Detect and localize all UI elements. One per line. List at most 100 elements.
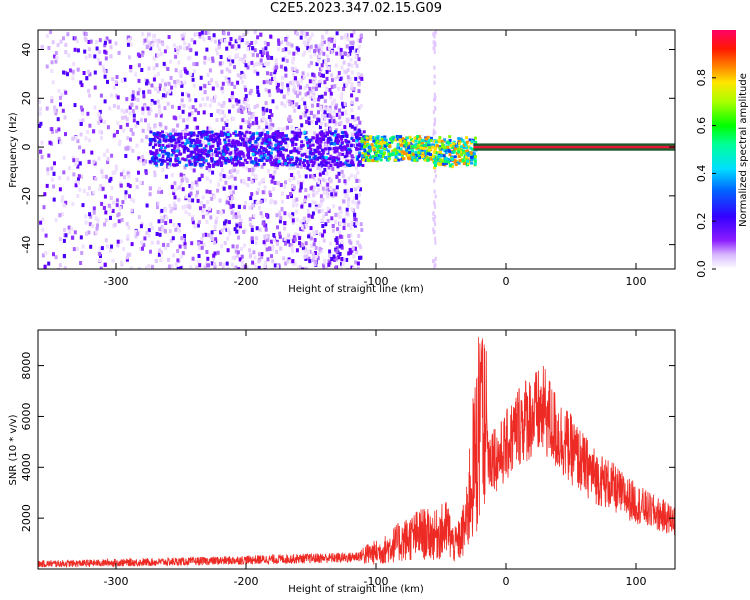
noise-cell (45, 34, 49, 38)
noise-cell (337, 236, 341, 241)
signal-cell (216, 151, 220, 155)
signal-cell (171, 163, 175, 167)
signal-cell (461, 158, 465, 162)
noise-cell (311, 174, 315, 179)
noise-cell (158, 110, 162, 115)
signal-cell (334, 149, 338, 153)
signal-cell (427, 141, 431, 145)
noise-cell (324, 62, 328, 66)
signal-cell (424, 139, 428, 143)
noise-cell (350, 207, 354, 212)
signal-cell (393, 151, 397, 155)
noise-cell (322, 214, 325, 219)
noise-cell (350, 124, 354, 129)
signal-cell (403, 139, 407, 143)
noise-cell (97, 112, 101, 117)
noise-cell (160, 95, 164, 100)
noise-cell (260, 164, 264, 169)
signal-cell (209, 145, 213, 149)
signal-cell (248, 141, 252, 145)
signal-cell (187, 154, 191, 158)
noise-cell (330, 84, 334, 89)
noise-cell (169, 219, 173, 224)
noise-cell (350, 108, 354, 113)
noise-cell (336, 212, 340, 217)
noise-cell (291, 57, 295, 62)
signal-cell (227, 160, 231, 164)
noise-cell (163, 87, 167, 92)
noise-cell (162, 61, 166, 66)
signal-cell (340, 141, 344, 145)
noise-cell (207, 57, 211, 61)
noise-cell (191, 217, 194, 222)
noise-cell (291, 212, 295, 217)
signal-cell (206, 137, 209, 141)
noise-cell (293, 85, 297, 90)
noise-cell (173, 83, 177, 88)
signal-cell (226, 158, 229, 162)
noise-cell (322, 73, 325, 78)
noise-cell (357, 72, 360, 77)
noise-cell (322, 112, 326, 117)
noise-cell (221, 110, 225, 115)
noise-cell (273, 76, 277, 81)
noise-cell (103, 74, 107, 79)
noise-cell (287, 233, 291, 238)
noise-cell (293, 76, 297, 81)
signal-cell (330, 141, 334, 145)
noise-cell (182, 175, 186, 180)
noise-cell (296, 164, 300, 169)
signal-cell (156, 131, 160, 135)
signal-cell (341, 152, 345, 156)
signal-cell (149, 130, 153, 134)
noise-cell (78, 161, 82, 166)
signal-cell (274, 139, 278, 143)
noise-cell (270, 113, 274, 118)
noise-cell (58, 237, 62, 242)
noise-cell (305, 223, 309, 228)
x-tick-label: -100 (364, 275, 389, 288)
signal-cell (197, 148, 200, 152)
noise-cell (286, 91, 290, 96)
signal-cell (387, 157, 391, 161)
signal-cell (196, 158, 200, 162)
noise-cell (328, 254, 332, 259)
signal-cell (453, 159, 457, 163)
signal-cell (203, 152, 207, 156)
noise-cell (264, 46, 268, 51)
noise-cell (307, 37, 311, 42)
noise-cell (128, 111, 132, 116)
noise-cell (88, 53, 92, 58)
noise-cell (98, 252, 102, 256)
noise-cell (283, 184, 287, 189)
noise-cell (62, 70, 66, 75)
noise-cell (54, 111, 58, 116)
noise-cell (328, 46, 332, 51)
signal-cell (383, 147, 387, 151)
noise-cell (276, 225, 279, 230)
noise-cell (322, 229, 326, 234)
noise-cell (179, 80, 183, 85)
noise-cell (51, 129, 54, 134)
signal-cell (421, 151, 425, 155)
noise-cell (71, 76, 75, 81)
noise-cell (147, 44, 151, 49)
noise-cell (296, 170, 300, 175)
noise-cell (308, 167, 312, 172)
signal-cell (229, 151, 233, 155)
noise-cell (347, 153, 351, 158)
noise-cell (357, 44, 361, 49)
noise-cell (39, 149, 43, 154)
noise-cell (165, 91, 169, 96)
noise-cell (262, 240, 266, 245)
noise-cell (109, 196, 113, 200)
noise-cell (301, 75, 305, 80)
noise-cell (116, 239, 120, 244)
signal-cell (231, 161, 234, 165)
noise-cell (129, 65, 133, 69)
spectrogram-heatmap (38, 30, 675, 269)
noise-cell (239, 75, 243, 80)
noise-cell (156, 141, 160, 146)
noise-cell (233, 267, 237, 269)
signal-cell (193, 148, 197, 152)
